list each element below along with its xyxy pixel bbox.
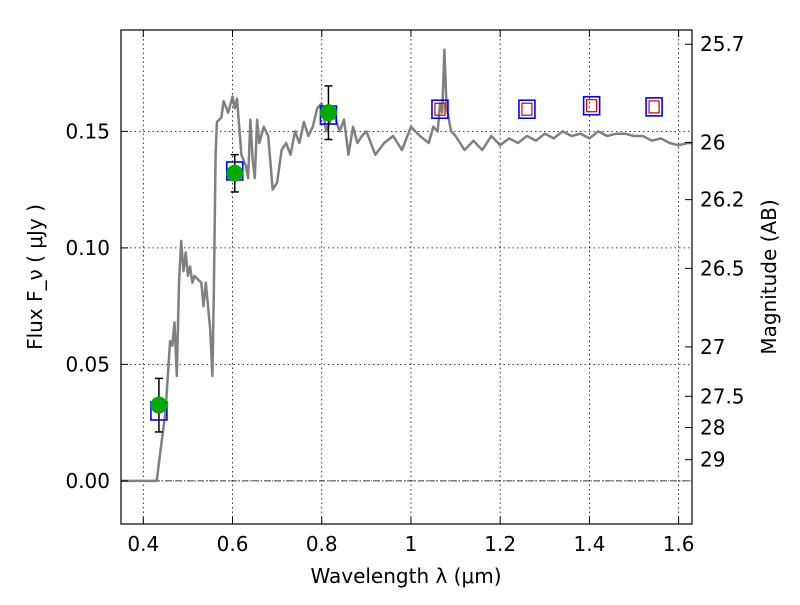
y-right-tick-label: 29: [700, 448, 725, 472]
y-tick-label: 0.10: [65, 236, 110, 260]
y-right-tick-label: 25.7: [700, 32, 745, 56]
upper-limit-square-outer: [518, 99, 536, 120]
plot-frame: [120, 29, 693, 525]
observed-flux-point: [226, 164, 244, 182]
x-tick-label: 0.4: [127, 532, 159, 556]
y-right-tick-label: 26.2: [700, 188, 745, 212]
y-right-tick-label: 27.5: [700, 384, 745, 408]
upper-limit-square-outer: [645, 97, 663, 117]
observed-flux-point: [319, 104, 337, 122]
upper-limit-square-outer: [431, 99, 449, 120]
upper-limit-square-inner: [521, 102, 533, 116]
y-axis-right-title: Magnitude (AB): [757, 199, 781, 354]
y-right-tick-label: 28: [700, 416, 725, 440]
upper-limit-square-outer: [582, 95, 601, 116]
upper-limit-square-inner: [586, 99, 598, 113]
y-tick-label: 0.15: [65, 119, 110, 143]
y-tick-label: 0.00: [65, 469, 110, 493]
upper-limit-square-inner: [434, 102, 446, 116]
y-right-tick-label: 26: [700, 131, 725, 155]
plot-layer: [121, 48, 692, 483]
x-tick-label: 0.6: [217, 532, 249, 556]
observed-flux-point: [150, 396, 168, 414]
axes-layer: 0.4 0.6 0.8 1 1.2 1.4 1.6 0.00 0.05 0.10 0.15 25.7 2…: [65, 29, 745, 556]
y-axis-title: Flux F_ν ( μJy ): [23, 204, 47, 350]
x-tick-label: 0.8: [306, 532, 338, 556]
x-tick-label: 1: [405, 532, 418, 556]
upper-limit-square-inner: [648, 100, 660, 114]
spectrum-line: [121, 48, 692, 483]
x-tick-label: 1.2: [484, 532, 516, 556]
x-axis-title: Wavelength λ (μm): [310, 564, 501, 588]
y-right-tick-label: 26.5: [700, 256, 745, 280]
x-tick-label: 1.6: [663, 532, 695, 556]
x-tick-label: 1.4: [573, 532, 605, 556]
grid-layer: [121, 30, 692, 524]
y-right-tick-label: 27: [700, 335, 725, 359]
y-tick-label: 0.05: [65, 352, 110, 376]
